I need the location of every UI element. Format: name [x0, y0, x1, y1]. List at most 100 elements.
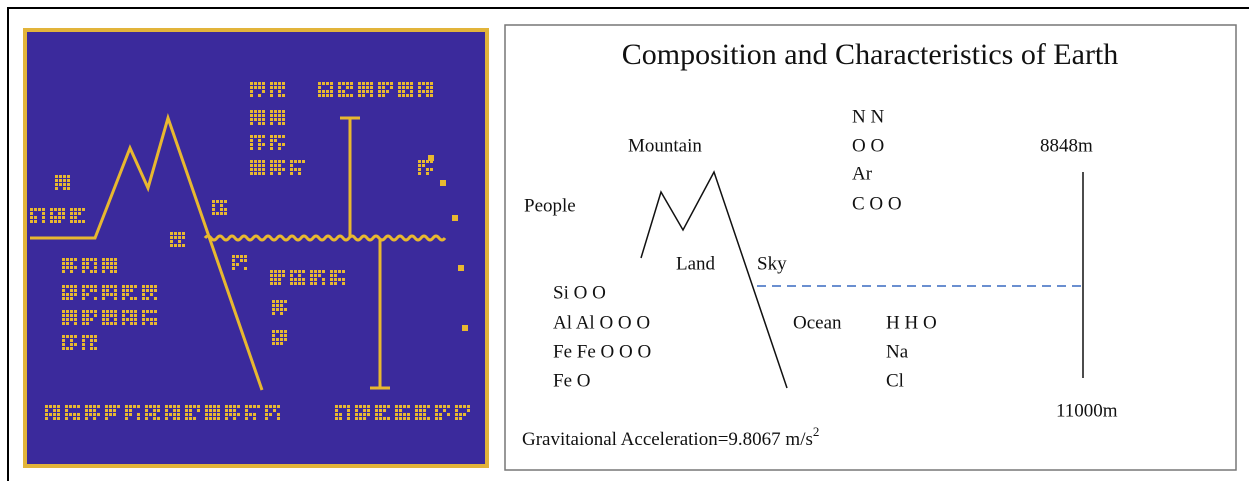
glyph-pixel	[342, 278, 345, 281]
glyph-pixel	[302, 278, 305, 281]
glyph-pixel	[272, 342, 275, 345]
glyph-pixel	[74, 314, 77, 317]
glyph-pixel	[258, 168, 261, 171]
glyph-pixel	[363, 413, 366, 416]
glyph-pixel	[50, 216, 53, 219]
glyph-pixel	[294, 282, 297, 285]
glyph-pixel	[298, 172, 301, 175]
glyph-pixel	[426, 90, 429, 93]
glyph-pixel	[102, 297, 105, 300]
glyph-pixel	[272, 330, 275, 333]
glyph-pixel	[378, 90, 381, 93]
glyph-pixel	[244, 259, 247, 262]
glyph-pixel	[362, 90, 365, 93]
glyph-pixel	[362, 82, 365, 85]
glyph-pixel	[258, 135, 261, 138]
glyph-pixel	[276, 304, 279, 307]
glyph-pixel	[154, 310, 157, 313]
glyph-pixel	[130, 322, 133, 325]
glyph-pixel	[93, 409, 96, 412]
outer-frame	[7, 7, 1249, 481]
glyph-pixel	[278, 147, 281, 150]
glyph-pixel	[113, 409, 116, 412]
glyph-pixel	[82, 258, 85, 261]
glyph-pixel	[153, 409, 156, 412]
glyph-pixel	[59, 175, 62, 178]
glyph-pixel	[290, 164, 293, 167]
glyph-pixel	[212, 212, 215, 215]
glyph-pixel	[422, 164, 425, 167]
glyph-pixel	[130, 314, 133, 317]
glyph-pixel	[274, 168, 277, 171]
glyph-pixel	[284, 338, 287, 341]
glyph-pixel	[82, 266, 85, 269]
glyph-pixel	[146, 310, 149, 313]
glyph-pixel	[105, 413, 108, 416]
glyph-pixel	[93, 417, 96, 420]
glyph-pixel	[212, 208, 215, 211]
glyph-pixel	[134, 310, 137, 313]
label: 11000m	[1056, 400, 1118, 421]
glyph-pixel	[422, 160, 425, 163]
glyph-pixel	[270, 86, 273, 89]
glyph-pixel	[386, 82, 389, 85]
glyph-pixel	[82, 343, 85, 346]
glyph-pixel	[146, 318, 149, 321]
glyph-pixel	[74, 343, 77, 346]
glyph-pixel	[258, 164, 261, 167]
glyph-pixel	[153, 405, 156, 408]
atmosphere-gas: Ar	[852, 163, 873, 184]
glyph-pixel	[459, 413, 462, 416]
glyph-pixel	[154, 322, 157, 325]
glyph-pixel	[50, 212, 53, 215]
glyph-pixel	[232, 259, 235, 262]
glyph-pixel	[455, 417, 458, 420]
glyph-pixel	[276, 338, 279, 341]
glyph-pixel	[113, 405, 116, 408]
glyph-pixel	[229, 409, 232, 412]
glyph-pixel	[278, 122, 281, 125]
glyph-pixel	[142, 322, 145, 325]
glyph-pixel	[330, 274, 333, 277]
glyph-pixel	[110, 314, 113, 317]
glyph-pixel	[249, 413, 252, 416]
glyph-pixel	[278, 274, 281, 277]
glyph-pixel	[378, 94, 381, 97]
glyph-pixel	[399, 413, 402, 416]
glyph-pixel	[62, 297, 65, 300]
glyph-pixel	[122, 293, 125, 296]
glyph-pixel	[97, 413, 100, 416]
glyph-pixel	[137, 413, 140, 416]
glyph-pixel	[102, 262, 105, 265]
glyph-pixel	[122, 289, 125, 292]
glyph-pixel	[245, 417, 248, 420]
glyph-pixel	[387, 417, 390, 420]
glyph-pixel	[250, 139, 253, 142]
glyph-pixel	[282, 143, 285, 146]
glyph-pixel	[145, 409, 148, 412]
glyph-pixel	[189, 405, 192, 408]
glyph-pixel	[334, 282, 337, 285]
glyph-pixel	[379, 413, 382, 416]
glyph-pixel	[250, 122, 253, 125]
glyph-pixel	[435, 409, 438, 412]
glyph-pixel	[254, 164, 257, 167]
glyph-pixel	[270, 135, 273, 138]
glyph-pixel	[57, 405, 60, 408]
glyph-pixel	[395, 405, 398, 408]
glyph-pixel	[153, 417, 156, 420]
glyph-pixel	[270, 82, 273, 85]
glyph-pixel	[402, 82, 405, 85]
glyph-pixel	[350, 86, 353, 89]
glyph-pixel	[86, 318, 89, 321]
glyph-pixel	[270, 122, 273, 125]
glyph-pixel	[62, 335, 65, 338]
glyph-pixel	[273, 405, 276, 408]
glyph-pixel	[273, 409, 276, 412]
glyph-pixel	[114, 285, 117, 288]
glyph-pixel	[69, 405, 72, 408]
glyph-pixel	[185, 409, 188, 412]
glyph-pixel	[423, 417, 426, 420]
glyph-pixel	[379, 405, 382, 408]
glyph-pixel	[94, 297, 97, 300]
